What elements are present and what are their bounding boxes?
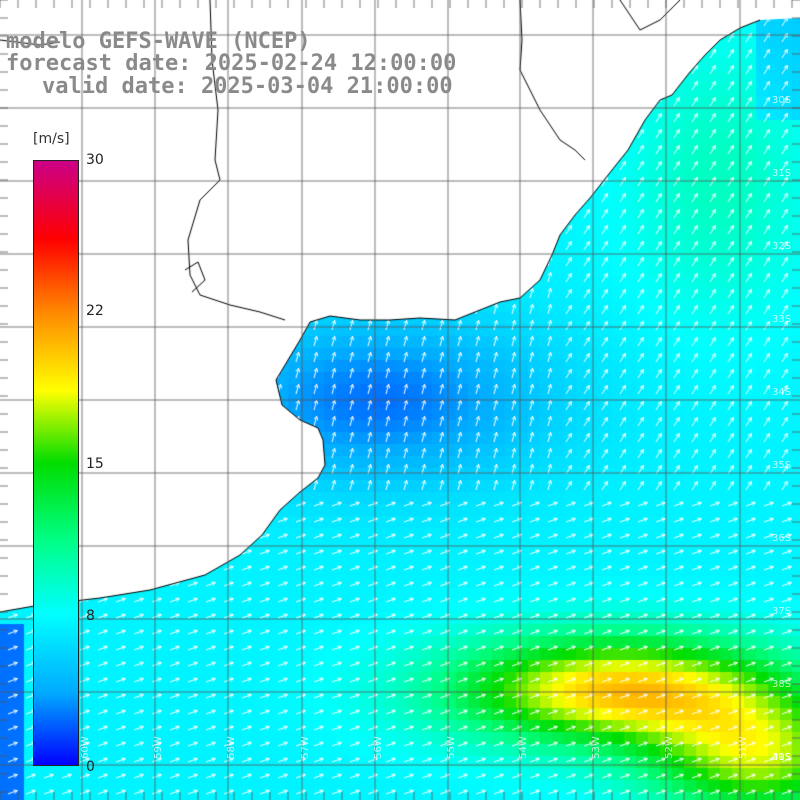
lat-label-41S: 41S: [772, 752, 792, 763]
lat-label-34S: 34S: [772, 387, 792, 398]
colorbar-tick-22: 22: [86, 303, 104, 319]
lat-label-30S: 30S: [772, 95, 792, 106]
lat-label-35S: 35S: [772, 460, 792, 471]
lon-label-51W: 51W: [737, 736, 749, 759]
forecast-date: forecast date: 2025-02-24 12:00:00: [6, 51, 457, 76]
colorbar-tick-30: 30: [86, 152, 104, 168]
colorbar-tick-8: 8: [86, 608, 95, 624]
lon-label-55W: 55W: [445, 736, 457, 759]
colorbar: [33, 160, 79, 766]
lat-label-38S: 38S: [772, 679, 792, 690]
lon-label-54W: 54W: [517, 736, 529, 759]
lon-label-52W: 52W: [663, 736, 675, 759]
lon-label-57W: 57W: [299, 736, 311, 759]
lon-label-60W: 60W: [79, 736, 91, 759]
lat-label-33S: 33S: [772, 314, 792, 325]
lat-label-31S: 31S: [772, 168, 792, 179]
valid-date: valid date: 2025-03-04 21:00:00: [42, 74, 453, 99]
colorbar-unit: [m/s]: [33, 131, 70, 147]
lat-label-40S: 40S: [772, 752, 792, 763]
lon-label-58W: 58W: [225, 736, 237, 759]
lat-label-39S: 39S: [772, 752, 792, 763]
lat-label-36S: 36S: [772, 533, 792, 544]
colorbar-tick-15: 15: [86, 456, 104, 472]
lat-label-32S: 32S: [772, 241, 792, 252]
lon-label-56W: 56W: [372, 736, 384, 759]
lon-label-53W: 53W: [590, 736, 602, 759]
lon-label-59W: 59W: [152, 736, 164, 759]
colorbar-tick-0: 0: [86, 759, 95, 775]
model-title: modelo GEFS-WAVE (NCEP): [6, 29, 311, 54]
lat-label-37S: 37S: [772, 606, 792, 617]
